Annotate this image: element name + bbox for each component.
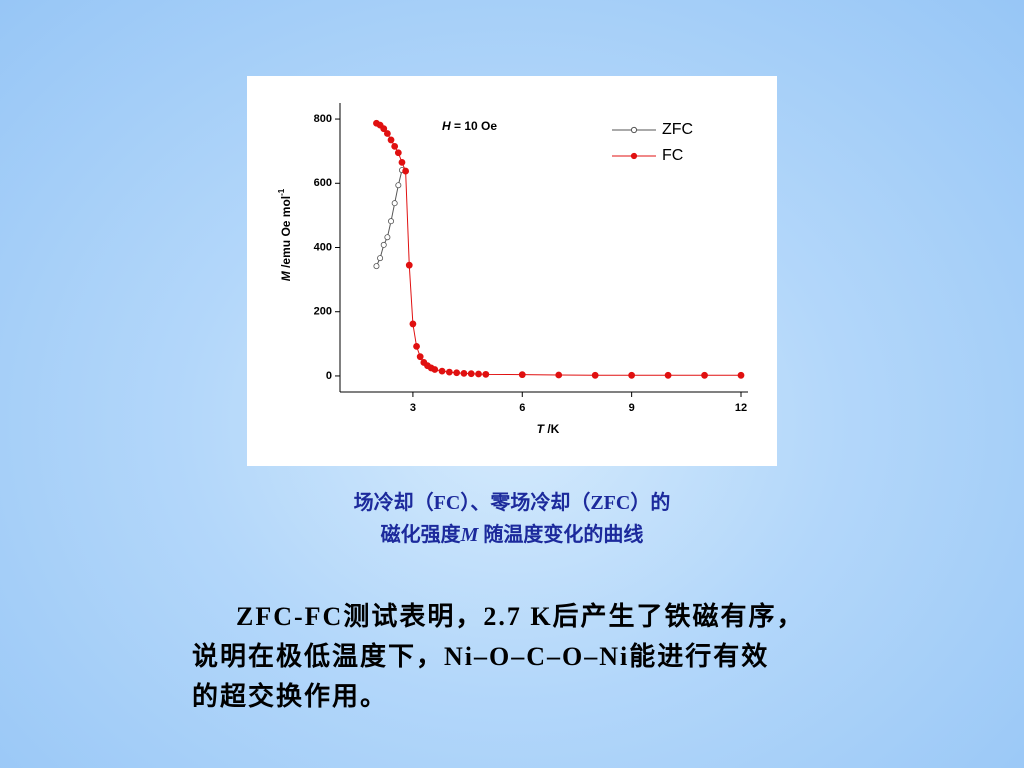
data-point bbox=[416, 353, 424, 361]
y-tick-label: 600 bbox=[314, 177, 332, 189]
data-point bbox=[405, 261, 413, 269]
data-point bbox=[398, 159, 406, 166]
data-point bbox=[482, 370, 490, 378]
legend-label: FC bbox=[662, 147, 683, 164]
y-tick-label: 800 bbox=[314, 113, 332, 125]
data-point bbox=[555, 371, 563, 379]
chart: H = 10 Oe T /K M /emu Oe mol-1 0 200 400 60… bbox=[247, 76, 777, 466]
data-point bbox=[388, 218, 395, 225]
data-point bbox=[518, 371, 526, 379]
body-line: 的超交换作用。 bbox=[192, 682, 389, 711]
data-point bbox=[664, 371, 672, 379]
y-tick-label: 400 bbox=[314, 241, 332, 253]
x-tick-label: 6 bbox=[519, 402, 525, 414]
y-axis-label: M /emu Oe mol-1 bbox=[277, 188, 293, 281]
body-line: ZFC-FC测试表明，2.7 K后产生了铁磁有序， bbox=[236, 602, 805, 631]
data-point bbox=[373, 263, 380, 270]
data-point bbox=[409, 320, 417, 328]
annotation-symbol: H bbox=[442, 119, 451, 133]
data-point bbox=[467, 370, 475, 378]
data-point bbox=[391, 200, 398, 207]
y-label-unit: /emu Oe mol bbox=[279, 196, 293, 271]
chart-panel bbox=[247, 76, 777, 466]
data-point bbox=[402, 167, 410, 175]
caption-symbol: M bbox=[460, 524, 479, 546]
data-point bbox=[380, 125, 388, 133]
data-point bbox=[387, 136, 395, 144]
data-point bbox=[431, 366, 439, 373]
legend-marker bbox=[630, 126, 638, 134]
data-point bbox=[445, 368, 453, 376]
caption-text: 随温度变化的曲线 bbox=[478, 524, 644, 546]
body-line: 说明在极低温度下，Ni–O–C–O–Ni能进行有效 bbox=[192, 642, 770, 671]
data-point bbox=[453, 369, 461, 377]
data-point bbox=[438, 367, 446, 375]
data-point bbox=[395, 182, 402, 189]
data-point bbox=[460, 369, 468, 377]
x-tick-label: 3 bbox=[410, 402, 416, 414]
y-tick-label: 200 bbox=[314, 306, 332, 318]
data-point bbox=[380, 241, 387, 248]
data-point bbox=[394, 149, 402, 157]
data-point bbox=[391, 142, 399, 150]
data-point bbox=[475, 370, 482, 378]
caption-line: 磁化强度M 随温度变化的曲线 bbox=[0, 518, 1024, 547]
data-point bbox=[383, 130, 391, 137]
x-tick-label: 12 bbox=[735, 402, 747, 414]
legend-marker bbox=[630, 152, 638, 160]
data-point bbox=[701, 371, 708, 379]
annotation-text: = 10 Oe bbox=[451, 119, 498, 133]
x-label-symbol: T bbox=[537, 422, 546, 436]
x-axis-label: T /K bbox=[537, 422, 560, 436]
caption-line: 场冷却（FC）、零场冷却（ZFC）的 bbox=[353, 492, 671, 514]
data-point bbox=[413, 343, 420, 350]
data-point bbox=[384, 234, 391, 241]
data-point bbox=[377, 255, 384, 262]
data-point bbox=[737, 371, 745, 379]
x-tick-label: 9 bbox=[629, 402, 635, 414]
data-point bbox=[628, 371, 636, 379]
data-point bbox=[591, 371, 599, 379]
legend-label: ZFC bbox=[662, 121, 693, 138]
caption-text: 磁化强度 bbox=[380, 524, 461, 546]
y-tick-label: 0 bbox=[326, 370, 332, 382]
annotation: H = 10 Oe bbox=[442, 119, 497, 133]
y-label-symbol: M bbox=[279, 270, 293, 281]
y-label-exponent: -1 bbox=[277, 188, 286, 196]
x-label-unit: /K bbox=[544, 422, 560, 436]
